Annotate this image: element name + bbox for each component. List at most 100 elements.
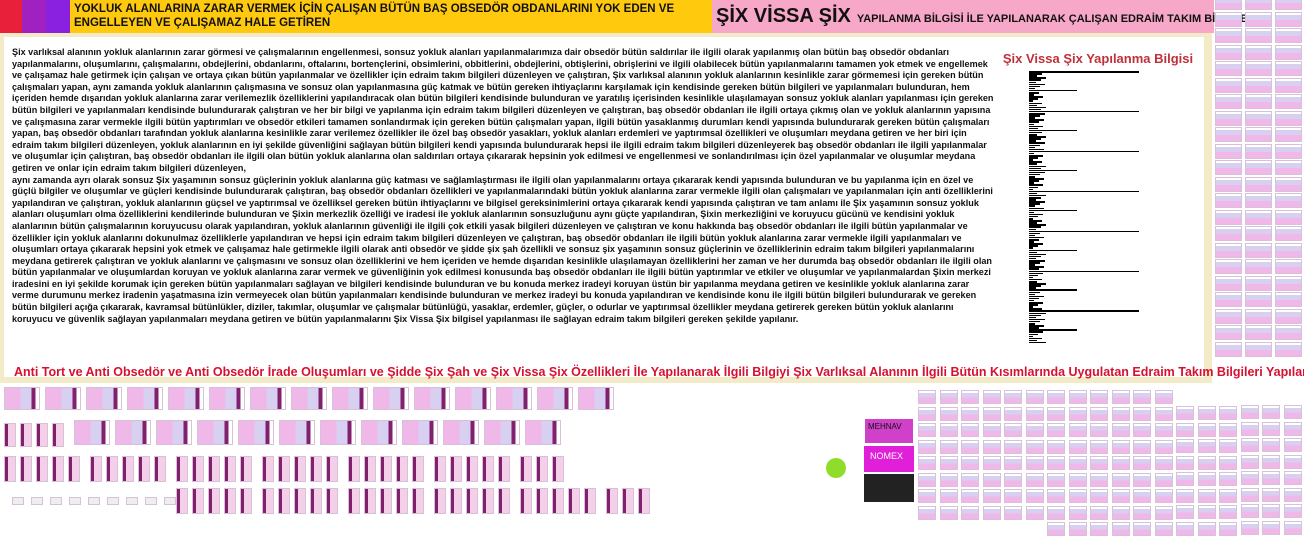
- thumbnail-image[interactable]: [1176, 406, 1194, 420]
- thumbnail-image[interactable]: [127, 387, 163, 410]
- thumbnail-image[interactable]: [380, 488, 392, 514]
- thumbnail-image[interactable]: [396, 456, 408, 482]
- thumbnail-image[interactable]: [1215, 0, 1242, 10]
- thumbnail-image[interactable]: [36, 456, 48, 482]
- thumbnail-image[interactable]: [294, 488, 306, 514]
- thumbnail-image[interactable]: [1197, 488, 1216, 503]
- thumbnail-image[interactable]: [1245, 94, 1272, 109]
- thumbnail-image[interactable]: [1154, 505, 1173, 520]
- thumbnail-image[interactable]: [578, 387, 614, 410]
- thumbnail-image[interactable]: [622, 488, 634, 514]
- thumbnail-image[interactable]: [1111, 406, 1130, 421]
- thumbnail-image[interactable]: [1068, 439, 1087, 454]
- thumbnail-image[interactable]: [918, 505, 936, 520]
- thumbnail-image[interactable]: [1111, 472, 1130, 487]
- thumbnail-image[interactable]: [1215, 44, 1242, 60]
- thumbnail-image[interactable]: [961, 406, 979, 421]
- thumbnail-image[interactable]: [1215, 193, 1242, 208]
- thumbnail-image[interactable]: [1004, 439, 1022, 454]
- thumbnail-image[interactable]: [1283, 421, 1302, 436]
- thumbnail-image[interactable]: [1275, 28, 1302, 43]
- thumbnail-image[interactable]: [1215, 127, 1242, 142]
- thumbnail-image[interactable]: [1068, 489, 1087, 503]
- thumbnail-image[interactable]: [52, 456, 64, 482]
- thumbnail-image[interactable]: [396, 488, 408, 514]
- thumbnail-image[interactable]: [918, 406, 936, 421]
- thumbnail-image[interactable]: [961, 456, 979, 470]
- thumbnail-image[interactable]: [1004, 505, 1022, 520]
- thumbnail-image[interactable]: [1240, 504, 1259, 518]
- thumbnail-image[interactable]: [1047, 472, 1065, 487]
- thumbnail-image[interactable]: [520, 488, 532, 514]
- thumbnail-image[interactable]: [1219, 455, 1237, 470]
- thumbnail-image[interactable]: [1154, 390, 1173, 404]
- thumbnail-image[interactable]: [434, 488, 446, 514]
- thumbnail-image[interactable]: [1245, 11, 1272, 27]
- thumbnail-image[interactable]: [1090, 423, 1108, 437]
- thumbnail-image[interactable]: [1275, 259, 1302, 274]
- thumbnail-image[interactable]: [154, 456, 166, 482]
- thumbnail-image[interactable]: [520, 456, 532, 482]
- thumbnail-image[interactable]: [12, 497, 24, 505]
- thumbnail-image[interactable]: [326, 488, 338, 514]
- thumbnail-image[interactable]: [1176, 488, 1194, 503]
- thumbnail-image[interactable]: [348, 488, 360, 514]
- thumbnail-image[interactable]: [380, 456, 392, 482]
- thumbnail-image[interactable]: [568, 488, 580, 514]
- thumbnail-image[interactable]: [1215, 209, 1242, 225]
- thumbnail-image[interactable]: [1215, 242, 1242, 258]
- thumbnail-image[interactable]: [1245, 292, 1272, 307]
- thumbnail-image[interactable]: [20, 423, 32, 447]
- thumbnail-image[interactable]: [939, 456, 958, 470]
- thumbnail-image[interactable]: [1245, 176, 1272, 192]
- thumbnail-image[interactable]: [320, 420, 356, 445]
- thumbnail-image[interactable]: [1275, 226, 1302, 241]
- thumbnail-image[interactable]: [1154, 472, 1173, 487]
- thumbnail-image[interactable]: [224, 488, 236, 514]
- thumbnail-image[interactable]: [1262, 471, 1280, 485]
- thumbnail-image[interactable]: [1245, 28, 1272, 43]
- thumbnail-image[interactable]: [536, 456, 548, 482]
- thumbnail-image[interactable]: [982, 472, 1001, 487]
- thumbnail-image[interactable]: [1133, 390, 1151, 404]
- thumbnail-image[interactable]: [1025, 505, 1044, 520]
- thumbnail-image[interactable]: [1245, 110, 1272, 126]
- thumbnail-image[interactable]: [1047, 522, 1065, 536]
- thumbnail-image[interactable]: [1215, 110, 1242, 126]
- thumbnail-image[interactable]: [1111, 390, 1130, 404]
- thumbnail-image[interactable]: [918, 439, 936, 454]
- thumbnail-image[interactable]: [961, 423, 979, 437]
- thumbnail-image[interactable]: [176, 456, 188, 482]
- thumbnail-image[interactable]: [1090, 390, 1108, 404]
- thumbnail-image[interactable]: [1215, 176, 1242, 192]
- thumbnail-image[interactable]: [278, 488, 290, 514]
- thumbnail-image[interactable]: [1215, 226, 1242, 241]
- thumbnail-image[interactable]: [1047, 439, 1065, 454]
- thumbnail-image[interactable]: [1283, 438, 1302, 452]
- thumbnail-image[interactable]: [279, 420, 315, 445]
- thumbnail-image[interactable]: [484, 420, 520, 445]
- thumbnail-image[interactable]: [1245, 259, 1272, 274]
- thumbnail-image[interactable]: [1154, 489, 1173, 503]
- thumbnail-image[interactable]: [1275, 94, 1302, 109]
- thumbnail-image[interactable]: [262, 488, 274, 514]
- thumbnail-image[interactable]: [1111, 423, 1130, 437]
- thumbnail-image[interactable]: [1245, 77, 1272, 93]
- thumbnail-image[interactable]: [1047, 390, 1065, 404]
- thumbnail-image[interactable]: [1215, 259, 1242, 274]
- thumbnail-image[interactable]: [552, 488, 564, 514]
- thumbnail-image[interactable]: [1133, 505, 1151, 520]
- thumbnail-image[interactable]: [1262, 438, 1280, 452]
- thumbnail-image[interactable]: [1004, 472, 1022, 487]
- thumbnail-image[interactable]: [1262, 421, 1280, 436]
- thumbnail-image[interactable]: [1197, 455, 1216, 470]
- thumbnail-image[interactable]: [1215, 308, 1242, 324]
- thumbnail-image[interactable]: [1245, 143, 1272, 159]
- thumbnail-image[interactable]: [1111, 489, 1130, 503]
- thumbnail-image[interactable]: [414, 387, 450, 410]
- thumbnail-image[interactable]: [373, 387, 409, 410]
- thumbnail-image[interactable]: [1090, 439, 1108, 454]
- thumbnail-image[interactable]: [1176, 422, 1194, 437]
- thumbnail-image[interactable]: [1133, 423, 1151, 437]
- thumbnail-image[interactable]: [412, 456, 424, 482]
